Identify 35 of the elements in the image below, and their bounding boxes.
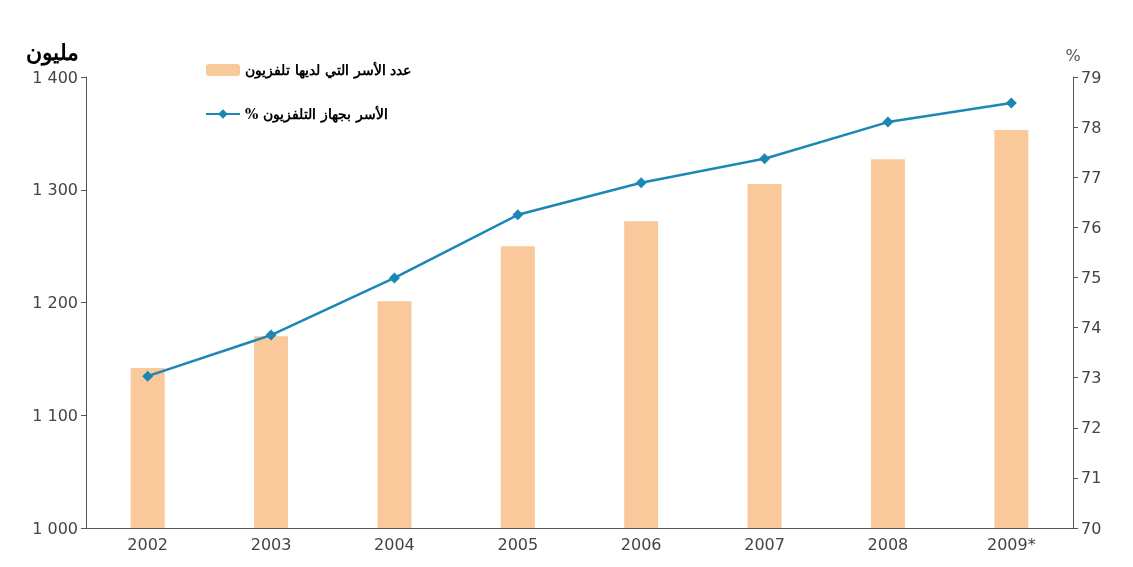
y-tick-label: 1 000 [32,518,78,538]
y2-tick-label: 74 [1081,318,1102,338]
y2-tick-label: 73 [1081,368,1102,388]
point [265,329,277,341]
y2-tick-label: 77 [1081,167,1102,187]
y2-tick-label: 75 [1081,267,1102,287]
x-tick-label: 2008 [867,534,909,554]
x-tick-label: 2006 [620,534,662,554]
x-tick-label: 2004 [374,534,415,554]
legend-label: عدد الأسر التي لديها تلفزيون [245,61,412,79]
y2-tick-label: 76 [1081,217,1102,237]
x-tick-label: 2003 [250,534,292,554]
legend-label: % الأسر بجهاز التلفزيون [245,105,388,123]
y-tick-label: 1 200 [32,293,78,312]
y-axis-title: مليون [26,39,79,66]
point [635,177,647,189]
point [1005,97,1017,109]
point [759,153,771,165]
point [882,116,894,128]
point [142,370,154,382]
point [512,209,524,221]
y2-tick-label: 79 [1081,67,1102,87]
y-tick-label: 1 400 [32,67,78,87]
y-tick-label: 1 300 [32,180,78,200]
x-tick-label: 2005 [497,534,539,554]
point [388,272,400,284]
x-tick-label: 2007 [744,534,785,554]
y2-tick-label: 71 [1081,468,1102,488]
y2-tick-label: 72 [1081,418,1102,438]
y2-tick-label: 78 [1081,117,1102,137]
y-tick-label: 1 100 [32,405,78,425]
y2-axis-title: % [1065,45,1081,65]
x-tick-label: 2009* [986,534,1036,554]
x-tick-label: 2002 [127,534,169,554]
y2-tick-label: 70 [1081,518,1102,538]
